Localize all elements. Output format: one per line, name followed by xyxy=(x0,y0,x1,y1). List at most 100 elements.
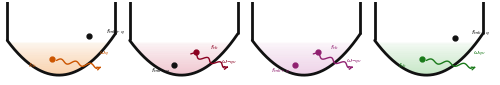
Polygon shape xyxy=(404,68,450,69)
Polygon shape xyxy=(148,60,215,61)
Polygon shape xyxy=(272,62,335,63)
Text: $f_{mk+q}$: $f_{mk+q}$ xyxy=(271,67,290,77)
Polygon shape xyxy=(38,69,80,70)
Polygon shape xyxy=(158,68,204,69)
Polygon shape xyxy=(256,46,351,47)
Polygon shape xyxy=(406,69,448,70)
Polygon shape xyxy=(142,54,222,55)
Polygon shape xyxy=(280,67,328,68)
Polygon shape xyxy=(10,43,108,44)
Polygon shape xyxy=(137,49,226,50)
Polygon shape xyxy=(16,51,102,52)
Polygon shape xyxy=(260,50,348,51)
Polygon shape xyxy=(18,53,100,54)
Polygon shape xyxy=(292,73,316,74)
Polygon shape xyxy=(284,70,324,71)
Text: $f_{mk+q}$: $f_{mk+q}$ xyxy=(106,28,125,38)
Polygon shape xyxy=(283,69,325,70)
Polygon shape xyxy=(287,71,320,72)
Polygon shape xyxy=(276,65,332,66)
Polygon shape xyxy=(21,56,97,57)
Polygon shape xyxy=(389,57,464,58)
Polygon shape xyxy=(384,51,470,52)
Polygon shape xyxy=(264,54,344,55)
Polygon shape xyxy=(281,68,327,69)
Polygon shape xyxy=(12,46,106,47)
Polygon shape xyxy=(264,55,343,56)
Polygon shape xyxy=(254,43,354,44)
Polygon shape xyxy=(14,49,104,50)
Polygon shape xyxy=(260,49,348,50)
Polygon shape xyxy=(20,55,98,56)
Polygon shape xyxy=(255,44,352,45)
Text: $f_{nk}$: $f_{nk}$ xyxy=(210,43,219,52)
Polygon shape xyxy=(381,48,472,49)
Polygon shape xyxy=(382,50,470,51)
Polygon shape xyxy=(275,64,333,65)
Polygon shape xyxy=(34,67,84,68)
Polygon shape xyxy=(269,59,339,60)
Polygon shape xyxy=(32,66,85,67)
Polygon shape xyxy=(9,42,109,43)
Polygon shape xyxy=(26,61,92,62)
Polygon shape xyxy=(12,47,105,48)
Polygon shape xyxy=(155,66,208,67)
Polygon shape xyxy=(136,48,227,49)
Polygon shape xyxy=(394,61,459,62)
Polygon shape xyxy=(150,62,212,63)
Polygon shape xyxy=(376,42,476,43)
Text: $\omega_{q\nu}$: $\omega_{q\nu}$ xyxy=(474,49,486,59)
Polygon shape xyxy=(278,66,330,67)
Polygon shape xyxy=(138,50,225,51)
Polygon shape xyxy=(148,61,214,62)
Polygon shape xyxy=(23,58,95,59)
Polygon shape xyxy=(10,44,108,45)
Text: $\omega_{-q\nu}$: $\omega_{-q\nu}$ xyxy=(346,57,362,67)
Polygon shape xyxy=(379,46,474,47)
Polygon shape xyxy=(390,58,462,59)
Text: $f_{nk}$: $f_{nk}$ xyxy=(28,61,38,70)
Polygon shape xyxy=(402,67,451,68)
Polygon shape xyxy=(388,56,464,57)
Polygon shape xyxy=(40,70,78,71)
Polygon shape xyxy=(132,43,231,44)
Polygon shape xyxy=(174,74,190,75)
Polygon shape xyxy=(396,63,456,64)
Polygon shape xyxy=(270,60,338,61)
Polygon shape xyxy=(146,58,218,59)
Polygon shape xyxy=(134,45,230,46)
Polygon shape xyxy=(169,73,194,74)
Polygon shape xyxy=(24,59,94,60)
Polygon shape xyxy=(382,49,471,50)
Polygon shape xyxy=(393,60,460,61)
Polygon shape xyxy=(51,74,67,75)
Polygon shape xyxy=(256,45,352,46)
Polygon shape xyxy=(399,65,454,66)
Polygon shape xyxy=(412,72,441,73)
Polygon shape xyxy=(407,70,446,71)
Polygon shape xyxy=(164,71,198,72)
Polygon shape xyxy=(28,63,89,64)
Polygon shape xyxy=(140,53,222,54)
Polygon shape xyxy=(152,64,210,65)
Polygon shape xyxy=(32,65,86,66)
Polygon shape xyxy=(414,73,439,74)
Polygon shape xyxy=(134,46,228,47)
Polygon shape xyxy=(268,58,340,59)
Polygon shape xyxy=(36,68,82,69)
Polygon shape xyxy=(377,43,476,44)
Polygon shape xyxy=(132,42,232,43)
Text: $f_{mk+q}$: $f_{mk+q}$ xyxy=(471,29,490,39)
Polygon shape xyxy=(14,48,104,49)
Polygon shape xyxy=(378,44,475,45)
Text: $\omega_q$: $\omega_q$ xyxy=(99,49,108,59)
Polygon shape xyxy=(151,63,212,64)
Polygon shape xyxy=(42,71,76,72)
Polygon shape xyxy=(392,59,462,60)
Polygon shape xyxy=(289,72,318,73)
Polygon shape xyxy=(30,64,88,65)
Polygon shape xyxy=(378,45,474,46)
Polygon shape xyxy=(17,52,101,53)
Text: $f_{nk}$: $f_{nk}$ xyxy=(330,43,340,52)
Polygon shape xyxy=(146,59,216,60)
